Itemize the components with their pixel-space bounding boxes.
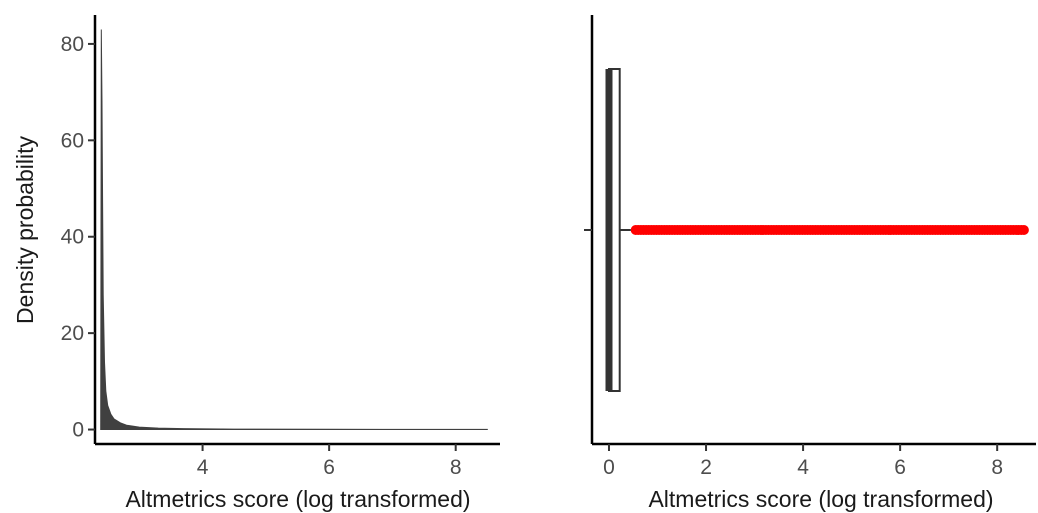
outlier-points <box>630 225 1029 235</box>
density-y-tick-label: 20 <box>61 322 84 345</box>
density-x-tick-label: 6 <box>323 456 335 479</box>
density-area <box>100 29 488 430</box>
density-x-tick-label: 4 <box>197 456 209 479</box>
boxplot-x-tick-label: 8 <box>991 456 1003 479</box>
density-y-tick-label: 80 <box>61 33 84 56</box>
density-x-ticks: 4 6 8 <box>197 444 462 479</box>
boxplot-x-tick-label: 0 <box>603 456 615 479</box>
density-x-tick-label: 8 <box>450 456 462 479</box>
boxplot-x-tick-label: 2 <box>700 456 712 479</box>
density-y-tick-label: 60 <box>61 129 84 152</box>
density-panel: 0 20 40 60 80 4 6 8 Altmetrics score (log tran… <box>12 15 500 512</box>
boxplot-x-tick-label: 4 <box>797 456 809 479</box>
density-y-tick-label: 40 <box>61 226 84 249</box>
density-y-tick-label: 0 <box>72 419 84 442</box>
density-y-axis-title: Density probability <box>12 136 38 324</box>
boxplot-x-tick-label: 6 <box>894 456 906 479</box>
boxplot-x-axis-title: Altmetrics score (log transformed) <box>648 486 993 512</box>
boxplot-x-ticks: 0 2 4 6 8 <box>603 444 1003 479</box>
density-x-axis-title: Altmetrics score (log transformed) <box>125 486 470 512</box>
boxplot <box>605 68 631 392</box>
density-y-ticks: 0 20 40 60 80 <box>61 33 95 442</box>
boxplot-panel: 0 2 4 6 8 Altmetrics score (log transformed) <box>584 15 1036 512</box>
outlier-point <box>1018 225 1029 235</box>
